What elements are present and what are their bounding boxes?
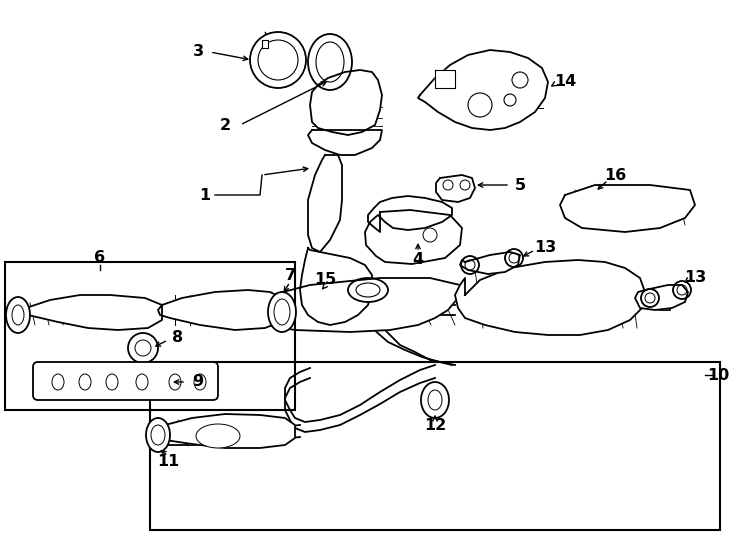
Polygon shape xyxy=(218,278,460,332)
Circle shape xyxy=(504,94,516,106)
Polygon shape xyxy=(14,295,162,330)
Circle shape xyxy=(135,340,151,356)
Ellipse shape xyxy=(274,299,290,325)
Ellipse shape xyxy=(428,390,442,410)
Text: 12: 12 xyxy=(424,417,446,433)
Text: 10: 10 xyxy=(707,368,729,382)
Circle shape xyxy=(645,293,655,303)
Ellipse shape xyxy=(194,374,206,390)
Circle shape xyxy=(461,256,479,274)
Circle shape xyxy=(250,32,306,88)
Text: 2: 2 xyxy=(219,118,230,132)
Circle shape xyxy=(258,40,298,80)
Circle shape xyxy=(465,260,475,270)
Polygon shape xyxy=(262,40,268,48)
Text: 8: 8 xyxy=(172,330,184,346)
Polygon shape xyxy=(635,285,688,310)
Text: 15: 15 xyxy=(314,273,336,287)
Text: 16: 16 xyxy=(604,167,626,183)
Text: 13: 13 xyxy=(684,271,706,286)
Polygon shape xyxy=(308,155,342,252)
Polygon shape xyxy=(436,175,475,202)
Text: 4: 4 xyxy=(413,253,424,267)
Ellipse shape xyxy=(6,297,30,333)
Ellipse shape xyxy=(151,425,165,445)
Bar xyxy=(5,262,295,410)
Polygon shape xyxy=(155,414,295,448)
Polygon shape xyxy=(455,260,645,335)
Text: 9: 9 xyxy=(192,375,203,389)
Ellipse shape xyxy=(268,292,296,332)
Circle shape xyxy=(512,72,528,88)
Text: 6: 6 xyxy=(95,251,106,266)
Ellipse shape xyxy=(79,374,91,390)
Polygon shape xyxy=(560,185,695,232)
Circle shape xyxy=(423,228,437,242)
Polygon shape xyxy=(310,70,382,135)
Circle shape xyxy=(443,180,453,190)
FancyBboxPatch shape xyxy=(33,362,218,400)
Text: 5: 5 xyxy=(515,178,526,192)
Circle shape xyxy=(460,180,470,190)
Polygon shape xyxy=(300,248,372,325)
Ellipse shape xyxy=(196,424,240,448)
Text: 3: 3 xyxy=(192,44,203,59)
Text: 11: 11 xyxy=(157,455,179,469)
Circle shape xyxy=(505,249,523,267)
Polygon shape xyxy=(435,70,455,88)
Ellipse shape xyxy=(169,374,181,390)
Ellipse shape xyxy=(106,374,118,390)
Ellipse shape xyxy=(348,278,388,302)
Circle shape xyxy=(677,285,687,295)
Polygon shape xyxy=(308,130,382,155)
Circle shape xyxy=(641,289,659,307)
Text: 1: 1 xyxy=(200,187,211,202)
Ellipse shape xyxy=(136,374,148,390)
Polygon shape xyxy=(158,290,285,330)
Polygon shape xyxy=(418,50,548,130)
Ellipse shape xyxy=(308,34,352,90)
Polygon shape xyxy=(365,196,462,264)
Ellipse shape xyxy=(12,305,24,325)
Ellipse shape xyxy=(52,374,64,390)
Circle shape xyxy=(673,281,691,299)
Ellipse shape xyxy=(316,42,344,82)
Bar xyxy=(150,362,720,530)
Ellipse shape xyxy=(146,418,170,452)
Ellipse shape xyxy=(356,283,380,297)
Circle shape xyxy=(128,333,158,363)
Text: 14: 14 xyxy=(554,75,576,90)
Circle shape xyxy=(468,93,492,117)
Ellipse shape xyxy=(421,382,449,418)
Polygon shape xyxy=(460,252,520,274)
Circle shape xyxy=(509,253,519,263)
Text: 7: 7 xyxy=(285,267,296,282)
Text: 13: 13 xyxy=(534,240,556,255)
